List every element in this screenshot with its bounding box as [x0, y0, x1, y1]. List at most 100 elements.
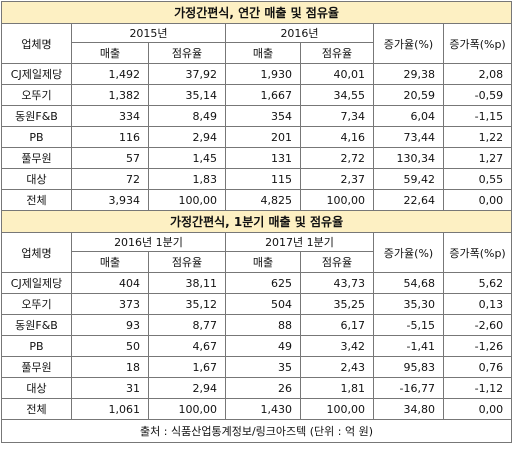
table-title-row: 가정간편식, 1분기 매출 및 점유율 [0, 210, 513, 233]
growth-rate-cell: 35,30 [373, 293, 444, 315]
share-a-cell: 35,14 [148, 84, 226, 106]
growth-pp-cell: -2,60 [442, 314, 513, 336]
sales-a-cell: 50 [71, 335, 149, 357]
sales-a-cell: 93 [71, 314, 149, 336]
header-row: 업체명 2015년 2016년 증가율(%) 증가폭(%p) [1, 23, 513, 64]
share-a-cell: 8,49 [148, 105, 226, 127]
sales-header: 매출 [71, 42, 149, 64]
table-row: 오뚜기 1,382 35,14 1,667 34,55 20,59 -0,59 [1, 84, 513, 106]
growth-rate-cell: 34,80 [373, 398, 444, 420]
period-b-header: 2016년 [225, 23, 374, 43]
share-header: 점유율 [148, 251, 226, 273]
company-name: 동원F&B [1, 314, 72, 336]
share-b-cell: 7,34 [300, 105, 374, 127]
company-name: 전체 [1, 398, 72, 420]
table-title: 가정간편식, 연간 매출 및 점유율 [0, 1, 513, 24]
share-b-cell: 34,55 [300, 84, 374, 106]
table-row: CJ제일제당 1,492 37,92 1,930 40,01 29,38 2,08 [1, 63, 513, 85]
table-row: PB 50 4,67 49 3,42 -1,41 -1,26 [1, 335, 513, 357]
sales-a-cell: 373 [71, 293, 149, 315]
company-header: 업체명 [1, 23, 72, 64]
sales-a-cell: 18 [71, 356, 149, 378]
sales-header: 매출 [71, 251, 149, 273]
sales-header: 매출 [225, 251, 301, 273]
sales-a-cell: 72 [71, 168, 149, 190]
growth-pp-header: 증가폭(%p) [442, 232, 513, 273]
table-row: CJ제일제당 404 38,11 625 43,73 54,68 5,62 [1, 272, 513, 294]
sales-b-cell: 4,825 [225, 189, 301, 211]
growth-rate-cell: -1,41 [373, 335, 444, 357]
share-b-cell: 35,25 [300, 293, 374, 315]
header-row: 업체명 2016년 1분기 2017년 1분기 증가율(%) 증가폭(%p) [1, 232, 513, 273]
share-b-cell: 2,72 [300, 147, 374, 169]
company-name: 오뚜기 [1, 84, 72, 106]
share-header: 점유율 [300, 42, 374, 64]
sales-b-cell: 35 [225, 356, 301, 378]
growth-rate-cell: 95,83 [373, 356, 444, 378]
sales-b-cell: 26 [225, 377, 301, 399]
growth-pp-cell: -1,26 [442, 335, 513, 357]
sales-header: 매출 [225, 42, 301, 64]
share-a-cell: 8,77 [148, 314, 226, 336]
share-b-cell: 100,00 [300, 398, 374, 420]
sales-a-cell: 3,934 [71, 189, 149, 211]
share-b-cell: 40,01 [300, 63, 374, 85]
growth-rate-cell: 130,34 [373, 147, 444, 169]
share-b-cell: 3,42 [300, 335, 374, 357]
company-name: 전체 [1, 189, 72, 211]
sales-b-cell: 1,930 [225, 63, 301, 85]
share-b-cell: 1,81 [300, 377, 374, 399]
growth-rate-cell: 54,68 [373, 272, 444, 294]
table-title: 가정간편식, 1분기 매출 및 점유율 [0, 210, 513, 233]
share-a-cell: 2,94 [148, 126, 226, 148]
growth-pp-cell: 0,13 [442, 293, 513, 315]
share-b-cell: 2,43 [300, 356, 374, 378]
growth-rate-cell: -16,77 [373, 377, 444, 399]
table-body: 가정간편식, 연간 매출 및 점유율 업체명 2015년 2016년 증가율(%) 증가폭… [0, 1, 513, 443]
company-header: 업체명 [1, 232, 72, 273]
sales-a-cell: 57 [71, 147, 149, 169]
sales-a-cell: 116 [71, 126, 149, 148]
company-name: CJ제일제당 [1, 272, 72, 294]
growth-pp-cell: -1,12 [442, 377, 513, 399]
company-name: 대상 [1, 168, 72, 190]
sales-b-cell: 1,667 [225, 84, 301, 106]
growth-pp-cell: 0,76 [442, 356, 513, 378]
sales-a-cell: 1,382 [71, 84, 149, 106]
company-name: 동원F&B [1, 105, 72, 127]
sales-b-cell: 354 [225, 105, 301, 127]
growth-pp-cell: 1,27 [442, 147, 513, 169]
source-note: 출처 : 식품산업통계정보/링크아즈텍 (단위 : 억 원) [0, 419, 513, 443]
growth-pp-cell: 0,00 [442, 398, 513, 420]
growth-rate-cell: 20,59 [373, 84, 444, 106]
company-name: PB [1, 335, 72, 357]
sales-b-cell: 49 [225, 335, 301, 357]
share-a-cell: 1,67 [148, 356, 226, 378]
growth-rate-cell: -5,15 [373, 314, 444, 336]
sales-b-cell: 115 [225, 168, 301, 190]
growth-rate-cell: 73,44 [373, 126, 444, 148]
sales-a-cell: 1,492 [71, 63, 149, 85]
company-name: 풀무원 [1, 356, 72, 378]
share-a-cell: 1,45 [148, 147, 226, 169]
company-name: 대상 [1, 377, 72, 399]
growth-pp-cell: -0,59 [442, 84, 513, 106]
growth-pp-header: 증가폭(%p) [442, 23, 513, 64]
share-b-cell: 6,17 [300, 314, 374, 336]
sales-b-cell: 201 [225, 126, 301, 148]
sales-a-cell: 1,061 [71, 398, 149, 420]
share-a-cell: 38,11 [148, 272, 226, 294]
growth-pp-cell: 0,00 [442, 189, 513, 211]
growth-pp-cell: 0,55 [442, 168, 513, 190]
table-title-row: 가정간편식, 연간 매출 및 점유율 [0, 1, 513, 24]
growth-pp-cell: -1,15 [442, 105, 513, 127]
sales-b-cell: 504 [225, 293, 301, 315]
growth-rate-cell: 22,64 [373, 189, 444, 211]
sales-b-cell: 131 [225, 147, 301, 169]
share-a-cell: 1,83 [148, 168, 226, 190]
table-row: 전체 3,934 100,00 4,825 100,00 22,64 0,00 [1, 189, 513, 211]
footer-row: 출처 : 식품산업통계정보/링크아즈텍 (단위 : 억 원) [0, 419, 513, 443]
period-a-header: 2015년 [71, 23, 226, 43]
growth-pp-cell: 2,08 [442, 63, 513, 85]
